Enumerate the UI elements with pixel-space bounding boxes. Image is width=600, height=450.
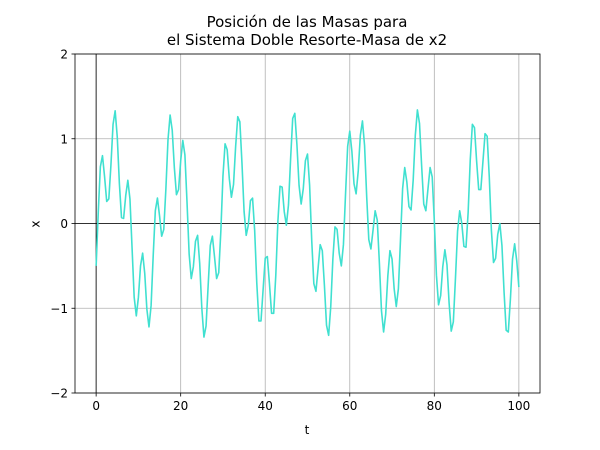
x-tick-label: 20 bbox=[173, 399, 188, 413]
x-axis-label: t bbox=[305, 423, 310, 437]
y-tick-label: −1 bbox=[50, 302, 68, 316]
y-axis-label: x bbox=[29, 220, 43, 227]
y-tick-label: 1 bbox=[60, 132, 68, 146]
x-tick-label: 40 bbox=[258, 399, 273, 413]
x-tick-label: 80 bbox=[427, 399, 442, 413]
x-tick-label: 100 bbox=[507, 399, 530, 413]
plot-frame bbox=[74, 53, 541, 394]
x-tick-label: 0 bbox=[92, 399, 100, 413]
y-tick-label: 2 bbox=[60, 48, 68, 62]
chart-title: el Sistema Doble Resorte-Masa de x2 bbox=[167, 31, 447, 49]
y-tick-label: −2 bbox=[50, 387, 68, 401]
chart-title: Posición de las Masas para bbox=[207, 13, 408, 31]
data-line bbox=[95, 109, 520, 338]
x-tick-label: 60 bbox=[342, 399, 357, 413]
y-tick-label: 0 bbox=[60, 217, 68, 231]
